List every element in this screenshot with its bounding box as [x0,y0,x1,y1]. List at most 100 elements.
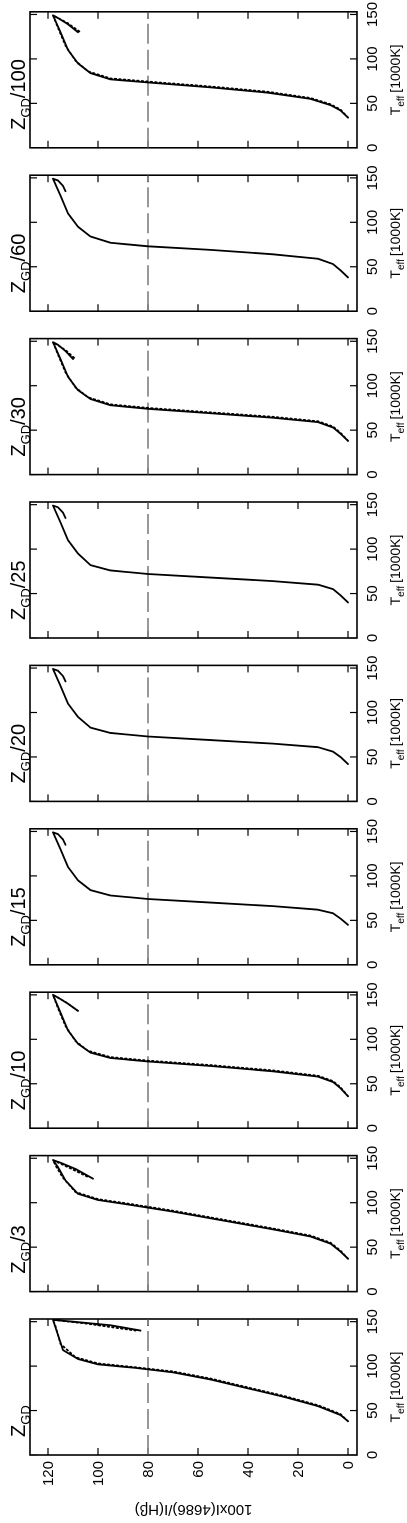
xlabel-main: T [387,1250,403,1259]
rotated-figure: ZGD050100150Teff[1000K]02040608010012010… [8,2,407,1518]
panel-frame [29,174,358,312]
x-axis-label: Teff [1000K] [387,1188,407,1259]
panel-frame [29,11,358,149]
x-tick-label: 100 [364,1027,381,1052]
title-suffix: /100 [8,59,30,98]
xlabel-unit: [1000K] [387,44,403,92]
x-tick-label: 50 [364,422,381,439]
title-suffix: /3 [8,1225,30,1242]
panel-frame [29,1154,358,1293]
xlabel-main: T [387,1087,403,1096]
x-tick-label: 50 [364,749,381,766]
title-sub: GD [18,261,33,281]
xlabel-main: T [387,270,403,279]
x-tick-label: 0 [364,144,381,152]
xlabel-unit: [1000K] [387,861,403,909]
y-tick-label: 40 [240,1461,257,1478]
xlabel-main: T [387,106,403,115]
x-tick-label: 100 [364,700,381,725]
panel-title: ZGD/15 [8,887,33,947]
panel-title: ZGD/60 [8,234,33,294]
x-tick-label: 0 [364,797,381,805]
x-tick-label: 100 [364,46,381,71]
xlabel-sub: eff [396,912,407,923]
x-tick-label: 0 [364,1451,381,1459]
xlabel-sub: eff [396,749,407,760]
xlabel-sub: eff [396,1076,407,1087]
xlabel-main: T [387,760,403,769]
x-tick-label: 150 [364,656,381,681]
title-main: Z [8,444,30,456]
solid-curve [52,1318,349,1423]
x-axis-label: Teff [1000K] [387,1352,407,1423]
y-tick-label: 20 [290,1461,307,1478]
x-tick-label: 100 [364,373,381,398]
dotted-curve [52,341,349,442]
x-tick-label: 150 [364,1309,381,1334]
xlabel-main: T [387,596,403,605]
title-main: Z [8,1261,30,1273]
title-sub: GD [18,915,33,935]
xlabel-sub: eff [396,422,407,433]
xlabel-sub: eff [396,586,407,597]
x-tick-label: 150 [364,165,381,190]
panel-title: ZGD/20 [8,724,33,784]
title-sub: GD [18,1242,33,1262]
xlabel-unit: [1000K] [387,1352,403,1400]
solid-curve [52,831,349,926]
x-tick-label: 0 [364,470,381,478]
panel-frame [29,501,358,639]
panel-title: ZGD/10 [8,1051,33,1111]
title-suffix: /10 [8,1051,30,1079]
x-axis-label: Teff [1000K] [387,44,407,115]
x-tick-label: 50 [364,258,381,275]
xlabel-unit: [1000K] [387,371,403,419]
title-main: Z [8,118,30,130]
xlabel-unit: [1000K] [387,535,403,583]
x-tick-label: 0 [364,634,381,642]
x-tick-label: 0 [364,307,381,315]
xlabel-sub: eff [396,259,407,270]
panel-title: ZGD/100 [8,59,33,130]
x-tick-label: 50 [364,1239,381,1256]
solid-curve [52,14,349,119]
solid-curve [52,341,349,442]
panel-frame [29,664,358,803]
solid-curve [52,668,349,765]
title-main: Z [8,1425,30,1437]
xlabel-main: T [387,923,403,932]
y-tick-label: 0 [340,1461,357,1469]
x-axis-label: Teff [1000K] [387,861,407,932]
x-tick-label: 100 [364,1190,381,1215]
x-tick-label: 50 [364,585,381,602]
title-suffix: /20 [8,724,30,752]
solid-curve [52,504,349,604]
y-tick-label: 100 [90,1461,107,1486]
x-axis-label: Teff [1000K] [387,371,407,442]
x-tick-label: 150 [364,819,381,844]
x-tick-label: 100 [364,210,381,235]
title-main: Z [8,771,30,783]
solid-curve [52,993,349,1098]
dotted-curve [52,993,349,1098]
xlabel-unit: [1000K] [387,1025,403,1073]
xlabel-unit: [1000K] [387,208,403,256]
title-sub: GD [18,425,33,445]
title-sub: GD [18,1078,33,1098]
title-sub: GD [18,1405,33,1425]
y-tick-label: 80 [140,1461,157,1478]
panel-frame [29,991,358,1130]
title-sub: GD [18,752,33,772]
x-tick-label: 100 [364,1354,381,1379]
title-main: Z [8,281,30,293]
x-tick-label: 100 [364,537,381,562]
title-suffix: /25 [8,560,30,588]
x-tick-label: 100 [364,863,381,888]
panel-frame [29,827,358,966]
x-axis-label: Teff [1000K] [387,208,407,279]
xlabel-sub: eff [396,95,407,106]
x-tick-label: 50 [364,1402,381,1419]
xlabel-main: T [387,433,403,442]
x-tick-label: 50 [364,912,381,929]
